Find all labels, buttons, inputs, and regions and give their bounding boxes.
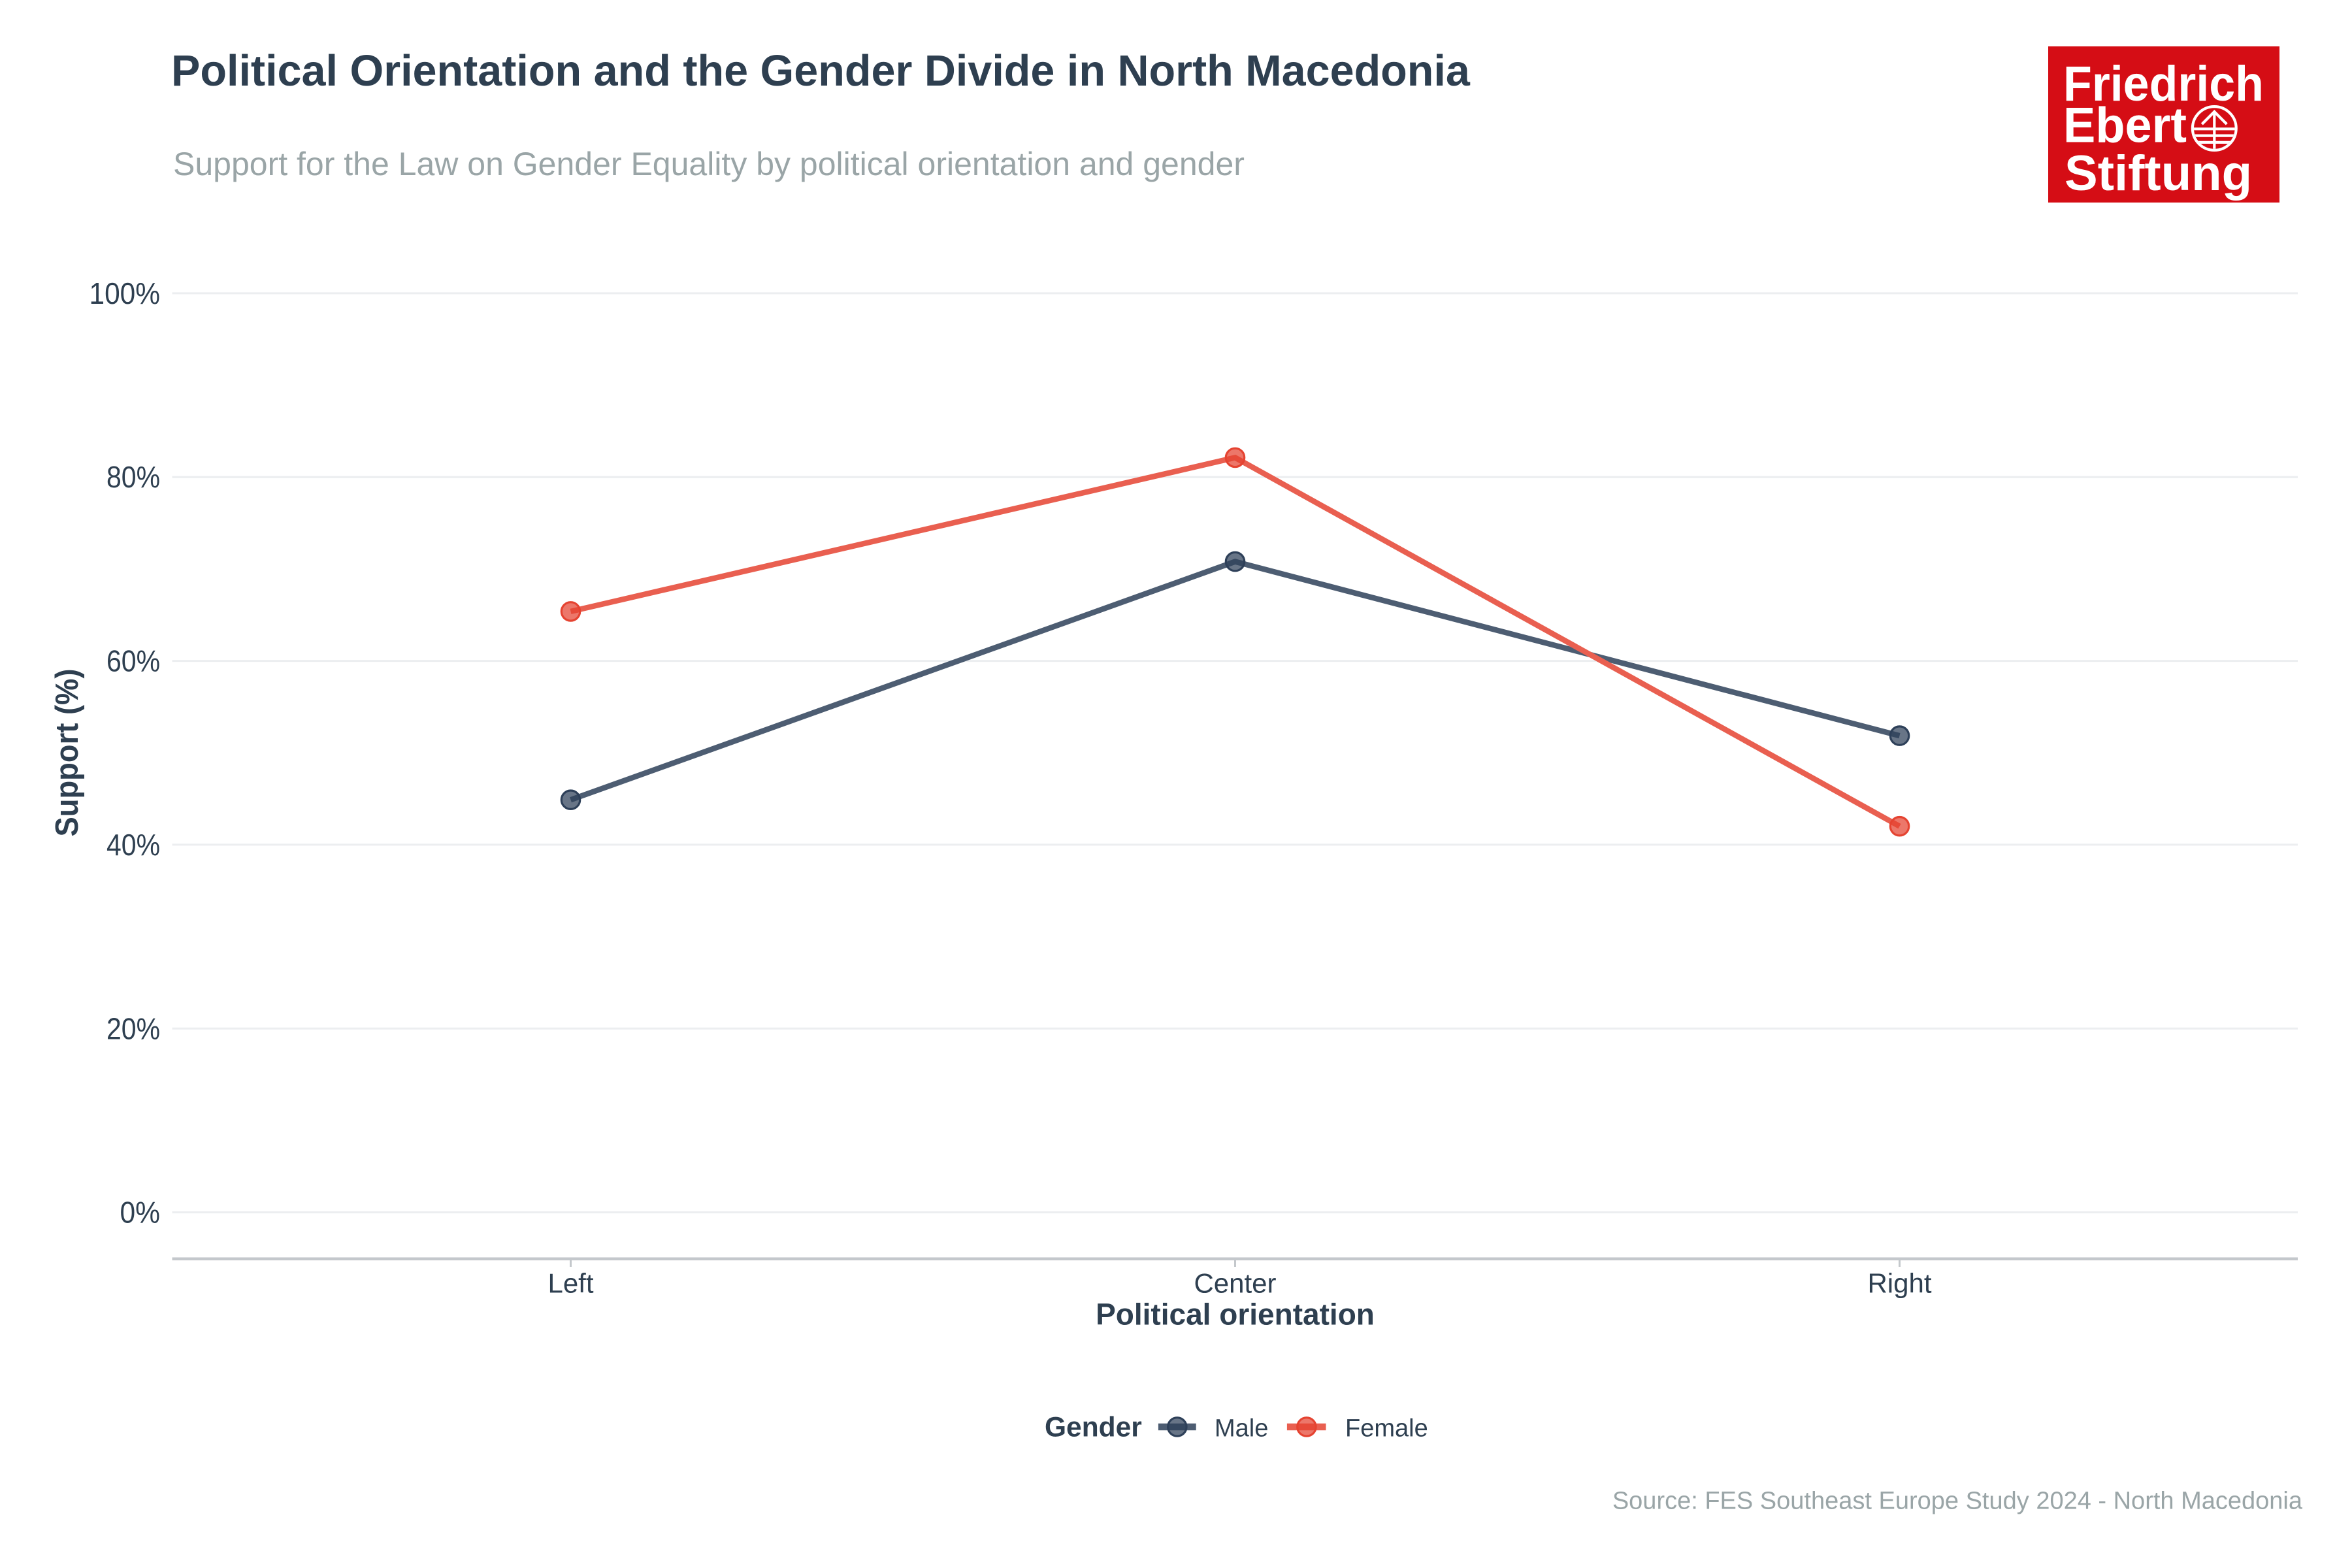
svg-text:Left: Left xyxy=(547,1268,593,1299)
svg-text:Stiftung: Stiftung xyxy=(2065,146,2252,201)
svg-text:0%: 0% xyxy=(120,1196,161,1230)
svg-text:Source: FES Southeast Europe S: Source: FES Southeast Europe Study 2024 … xyxy=(1612,1488,2303,1515)
svg-text:Right: Right xyxy=(1867,1268,1931,1299)
svg-text:Political orientation: Political orientation xyxy=(1096,1298,1375,1331)
svg-text:Political Orientation and the: Political Orientation and the Gender Div… xyxy=(171,47,1471,95)
svg-text:Male: Male xyxy=(1215,1414,1268,1442)
svg-text:60%: 60% xyxy=(106,644,160,678)
svg-text:100%: 100% xyxy=(90,276,161,310)
svg-text:Ebert: Ebert xyxy=(2063,98,2187,154)
svg-text:Center: Center xyxy=(1194,1268,1276,1299)
svg-text:Friedrich: Friedrich xyxy=(2063,56,2264,112)
svg-text:20%: 20% xyxy=(106,1011,160,1045)
svg-text:Support for the Law on Gender: Support for the Law on Gender Equality b… xyxy=(173,146,1245,182)
svg-text:Support (%): Support (%) xyxy=(50,669,85,837)
svg-text:Gender: Gender xyxy=(1045,1412,1142,1443)
svg-text:Female: Female xyxy=(1345,1414,1428,1442)
svg-text:40%: 40% xyxy=(106,828,160,862)
svg-text:80%: 80% xyxy=(106,460,160,494)
